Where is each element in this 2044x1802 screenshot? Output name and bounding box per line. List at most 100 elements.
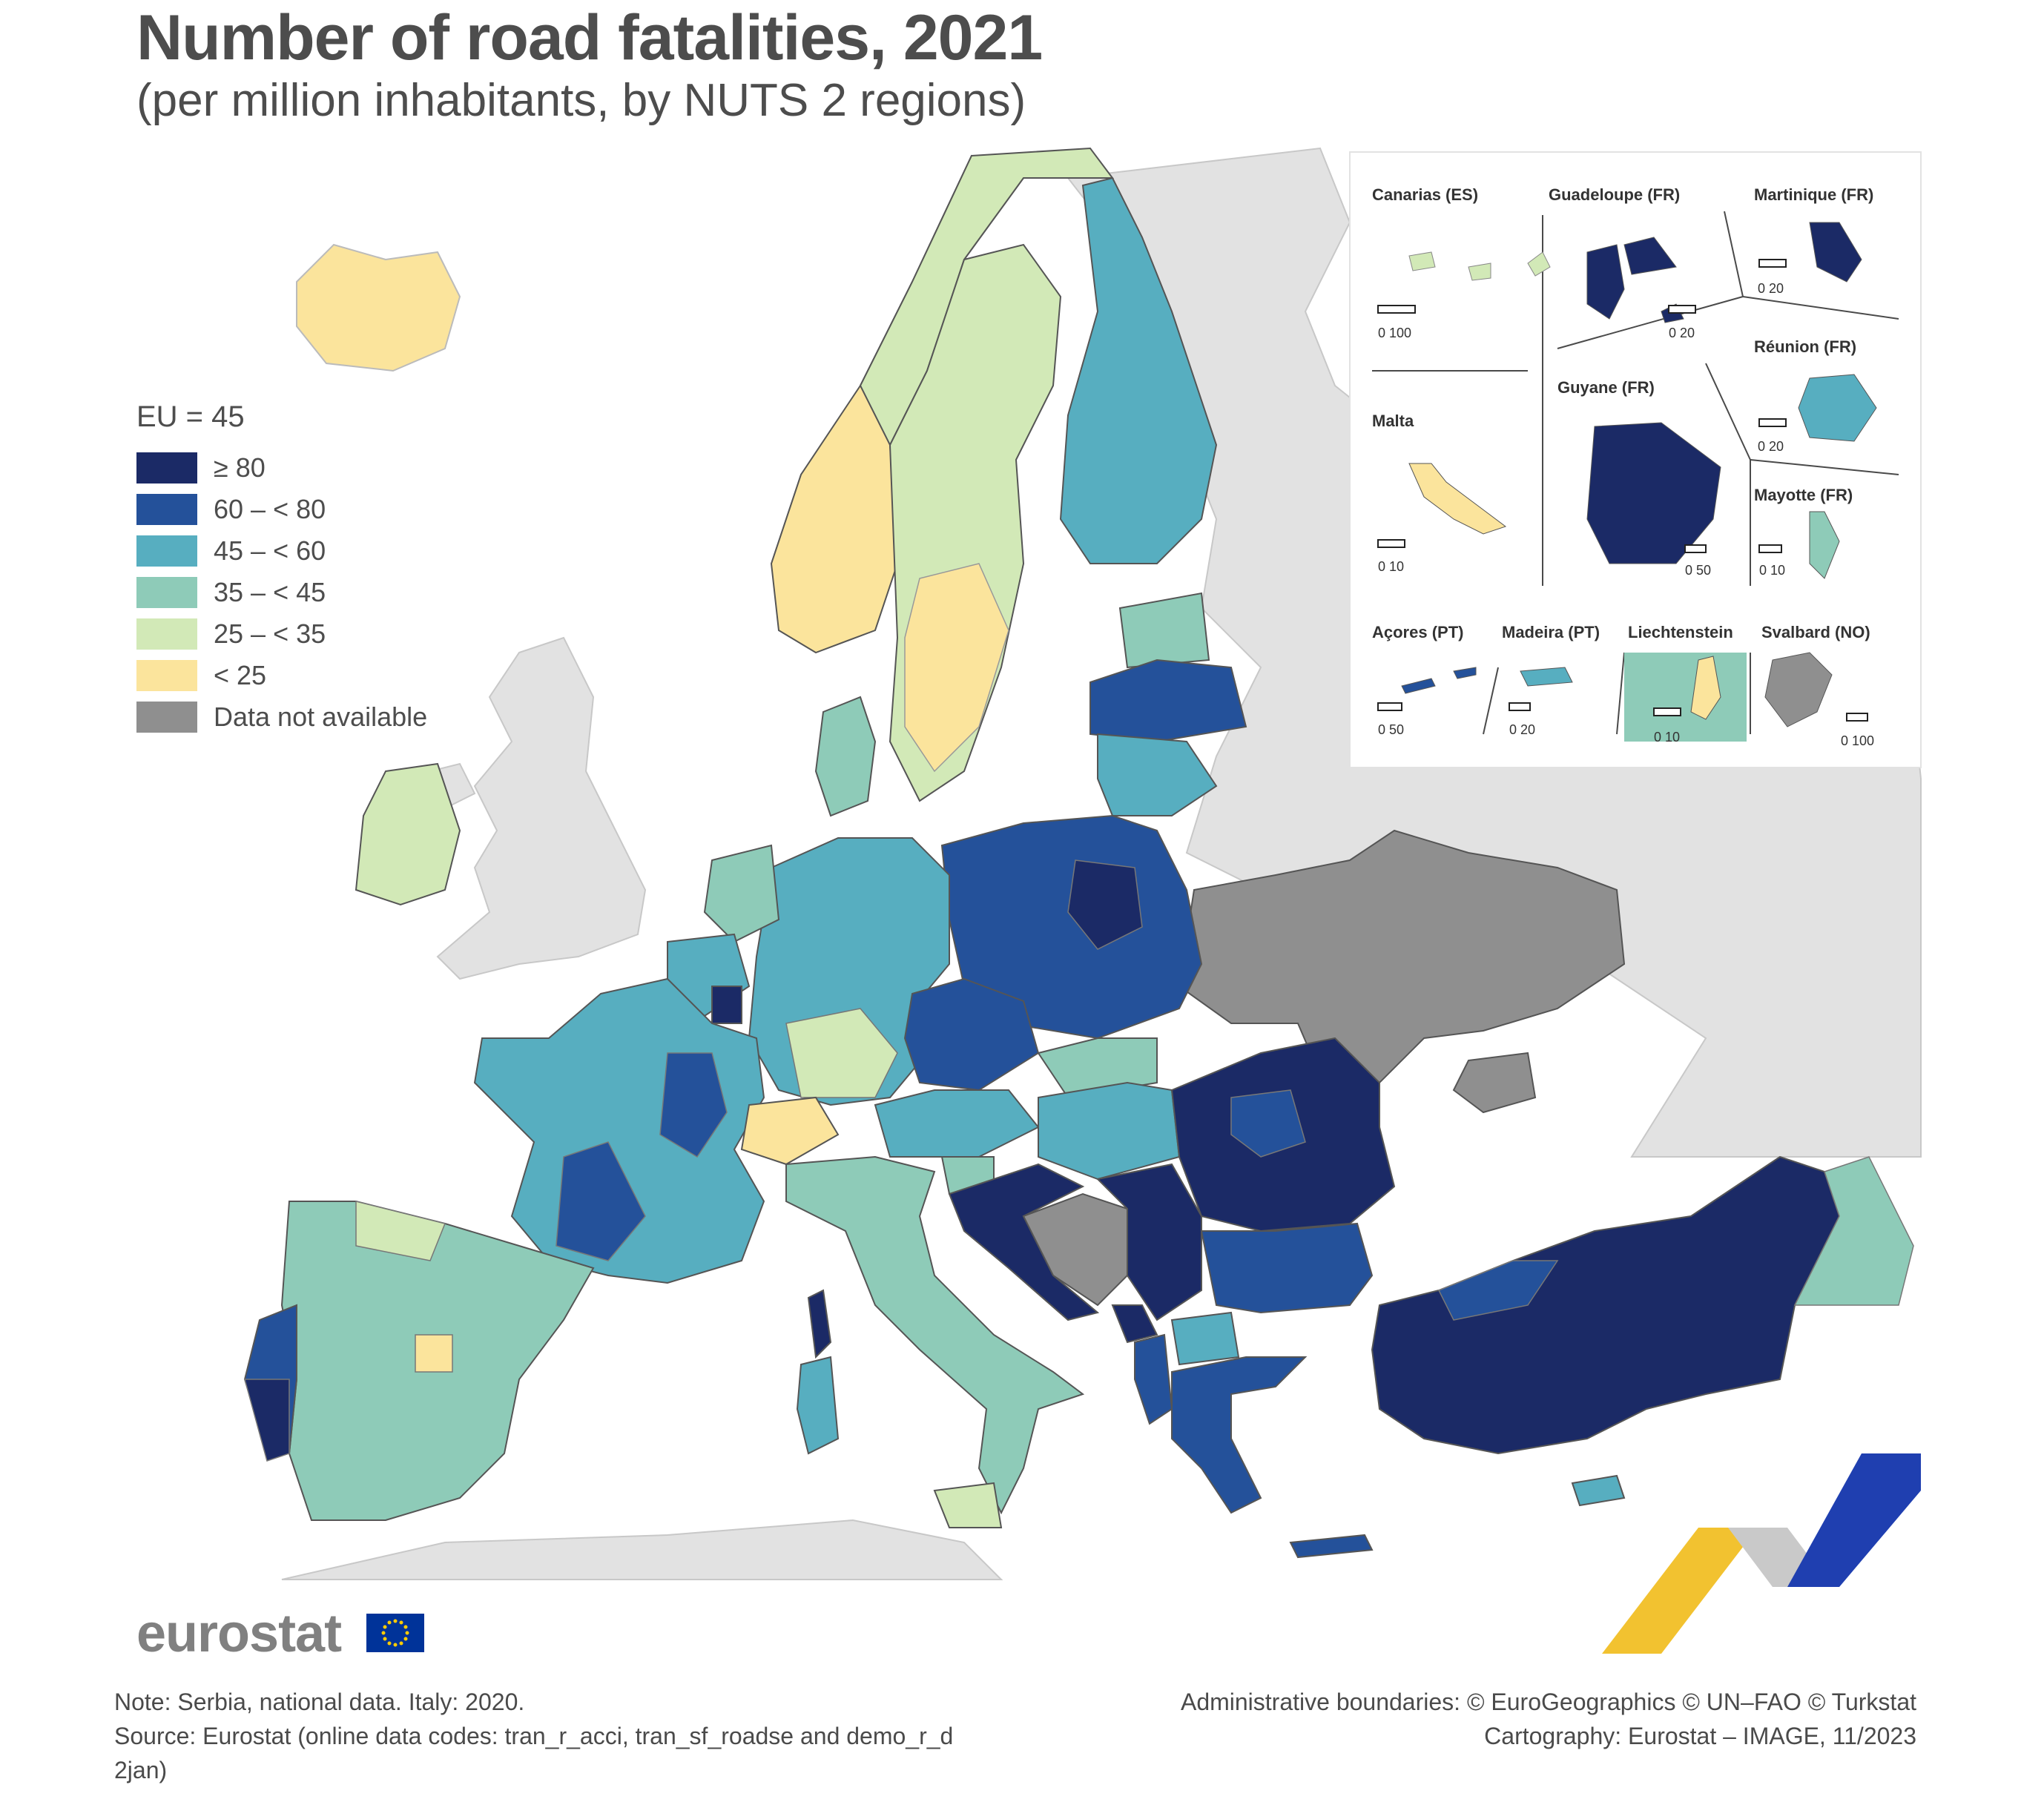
non-eu-africa [281, 1519, 1003, 1580]
region-sweden-south [904, 563, 1009, 773]
inset-label-madeira: Madeira (PT) [1502, 623, 1600, 641]
legend-label: Data not available [214, 702, 428, 732]
region-austria [874, 1089, 1040, 1158]
inset-label-reunion: Réunion (FR) [1754, 337, 1856, 356]
legend-swatch [136, 618, 197, 650]
legend-swatch [136, 702, 197, 733]
eu-flag-icon [366, 1614, 424, 1652]
map-subtitle: (per million inhabitants, by NUTS 2 regi… [136, 75, 1026, 126]
inset-acores [1401, 667, 1477, 694]
ribbon-blue [1787, 1453, 1921, 1587]
inset-malta [1408, 463, 1507, 535]
region-corsica [807, 1289, 832, 1359]
legend-swatch [136, 494, 197, 525]
map-title: Number of road fatalities, 2021 [136, 2, 1043, 73]
region-greece [1171, 1356, 1308, 1514]
boundaries-credit: Administrative boundaries: © EuroGeograp… [1180, 1689, 1916, 1715]
region-crimea [1452, 1052, 1537, 1114]
inset-scale-malta: 0 10 [1378, 559, 1404, 574]
legend-item: 25 – < 35 [136, 613, 427, 655]
legend-swatch [136, 577, 197, 608]
inset-canarias [1408, 251, 1551, 281]
legend-item: 60 – < 80 [136, 489, 427, 530]
legend-heading: EU = 45 [136, 400, 245, 433]
region-lithuania [1097, 733, 1218, 816]
insets-dividers [1372, 211, 1899, 735]
ribbon-yellow [1602, 1528, 1758, 1654]
inset-label-malta: Malta [1372, 412, 1414, 430]
legend-swatch [136, 535, 197, 567]
region-montenegro [1111, 1304, 1158, 1344]
region-romania-centre [1230, 1089, 1306, 1158]
region-crete [1289, 1534, 1374, 1559]
legend-item: Data not available [136, 696, 427, 738]
region-turkey-east [1793, 1156, 1914, 1306]
region-sardinia [796, 1356, 840, 1455]
inset-reunion [1798, 374, 1877, 442]
region-finland [1059, 176, 1218, 564]
region-portugal-south [244, 1379, 290, 1462]
inset-liechtenstein [1624, 653, 1747, 742]
legend-label: 45 – < 60 [214, 535, 326, 566]
inset-scale-svalbard: 0 100 [1841, 733, 1874, 748]
inset-liechtenstein-shape [1690, 656, 1721, 720]
region-czechia [903, 977, 1040, 1092]
inset-label-mayotte: Mayotte (FR) [1754, 486, 1853, 504]
inset-label-martinique: Martinique (FR) [1754, 185, 1873, 204]
region-estonia [1118, 592, 1210, 669]
legend-swatch [136, 660, 197, 691]
region-n-macedonia [1170, 1311, 1240, 1366]
region-netherlands [703, 844, 780, 943]
inset-scale-liechtenstein: 0 10 [1654, 730, 1680, 745]
region-croatia [948, 1163, 1100, 1321]
region-sicily [933, 1482, 1003, 1528]
region-denmark [814, 696, 877, 817]
inset-scale-guadeloupe: 0 20 [1669, 326, 1695, 340]
region-latvia [1089, 659, 1247, 743]
cartography-credit: Cartography: Eurostat – IMAGE, 11/2023 [1484, 1723, 1916, 1749]
region-poland-central [1067, 859, 1143, 950]
region-ukraine [1178, 829, 1626, 1084]
legend-swatch [136, 452, 197, 483]
region-france-east [659, 1052, 728, 1158]
legend-label: < 25 [214, 660, 267, 690]
inset-scale-madeira: 0 20 [1509, 722, 1535, 737]
region-turkey-north [1437, 1260, 1559, 1321]
region-iceland [296, 243, 461, 372]
region-serbia [1095, 1163, 1202, 1321]
region-luxembourg [711, 986, 742, 1024]
region-cyprus [1571, 1474, 1626, 1507]
inset-scale-bars [1377, 259, 1868, 722]
legend-label: 60 – < 80 [214, 494, 326, 524]
inset-scale-reunion: 0 20 [1758, 439, 1784, 454]
credits: Administrative boundaries: © EuroGeograp… [1181, 1685, 1916, 1753]
inset-label-canarias: Canarias (ES) [1372, 185, 1478, 204]
legend-item: 45 – < 60 [136, 530, 427, 572]
region-ireland [355, 762, 461, 906]
region-turkey [1371, 1155, 1841, 1455]
footnote: Note: Serbia, national data. Italy: 2020… [114, 1685, 1041, 1787]
source-line-continued: 2jan) [114, 1757, 168, 1783]
inset-scale-canarias: 0 100 [1378, 326, 1411, 340]
region-spain-north [355, 1201, 446, 1261]
legend-item: ≥ 80 [136, 447, 427, 489]
inset-scale-mayotte: 0 10 [1759, 563, 1785, 578]
region-germany-south [785, 1008, 898, 1098]
inset-label-guadeloupe: Guadeloupe (FR) [1549, 185, 1680, 204]
inset-label-guyane: Guyane (FR) [1557, 378, 1655, 397]
non-eu-uk [436, 636, 647, 980]
legend-label: ≥ 80 [214, 452, 266, 483]
note-line: Note: Serbia, national data. Italy: 2020… [114, 1689, 525, 1715]
region-hungary [1038, 1081, 1181, 1181]
region-italy [785, 1155, 1085, 1515]
inset-mayotte [1809, 511, 1840, 579]
inset-scale-acores: 0 50 [1378, 722, 1404, 737]
legend-label: 25 – < 35 [214, 618, 326, 649]
region-spain-madrid [415, 1334, 453, 1373]
source-line: Source: Eurostat (online data codes: tra… [114, 1723, 954, 1749]
legend-label: 35 – < 45 [214, 577, 326, 607]
eurostat-logo: eurostat [136, 1604, 342, 1663]
region-poland [940, 814, 1203, 1040]
legend: EU = 45 ≥ 80 60 – < 80 45 – < 60 35 – < … [136, 400, 427, 738]
inset-scale-martinique: 0 20 [1758, 281, 1784, 296]
